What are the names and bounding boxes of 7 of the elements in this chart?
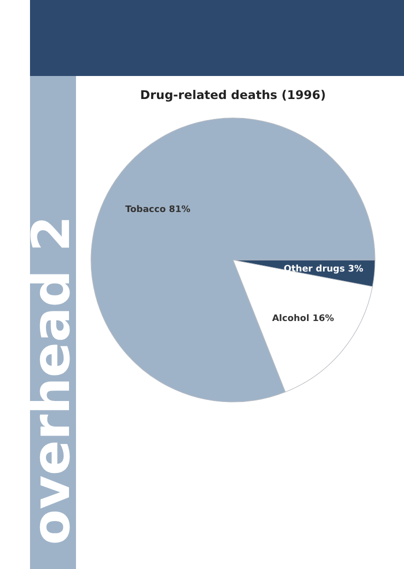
slice-label: Alcohol 16% [272,314,334,324]
pie-slice [90,118,376,402]
chart-title: Drug-related deaths (1996) [140,88,326,102]
slice-label: Tobacco 81% [125,204,190,215]
slice-label: Other drugs 3% [284,264,364,275]
text: overhead 2 [22,216,82,545]
pie-slice [232,260,373,392]
